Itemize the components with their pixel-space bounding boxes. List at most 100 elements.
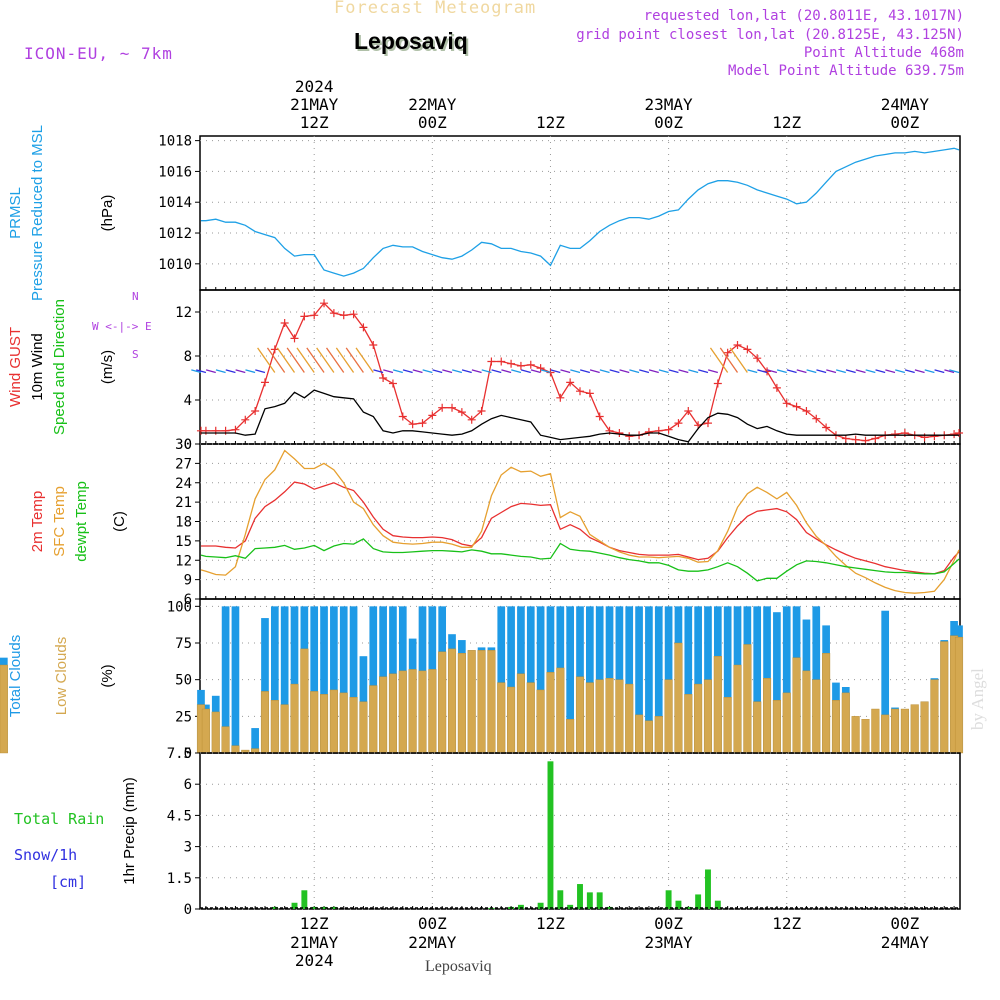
low-cloud-bar <box>280 704 289 754</box>
panel-title-wind: Speed and Direction <box>51 299 68 435</box>
total-cloud-bar <box>723 606 732 753</box>
wind-direction-arrow <box>599 369 610 374</box>
model-altitude: Model Point Altitude 639.75m <box>727 63 964 79</box>
time-label-top: 24MAY <box>881 95 930 114</box>
low-cloud-bar <box>300 648 309 754</box>
low-cloud-bar <box>369 685 378 754</box>
total-cloud-bar <box>881 610 890 753</box>
y-tick-label: 1018 <box>158 134 192 150</box>
wind-direction-arrow <box>619 369 630 374</box>
gust-marker <box>251 407 260 415</box>
total-cloud-bar <box>231 606 240 753</box>
wind-direction-arrow <box>412 369 423 374</box>
time-label-bottom: 00Z <box>418 914 447 933</box>
gust-marker <box>428 411 437 420</box>
rain-bar <box>586 892 593 909</box>
wind-direction-arrow <box>325 347 345 373</box>
wind-direction-arrow <box>845 369 856 374</box>
time-label-bottom: 12Z <box>536 914 565 933</box>
y-tick-label: 24 <box>175 476 192 492</box>
gust-marker <box>349 310 358 319</box>
rain-bar <box>695 894 702 909</box>
wind-direction-arrow <box>786 369 797 374</box>
time-label-top: 2024 <box>295 77 334 96</box>
low-cloud-bar <box>339 692 348 754</box>
gust-marker <box>379 374 388 382</box>
gust-marker <box>812 414 821 423</box>
wind-direction-arrow <box>276 347 296 373</box>
low-cloud-bar <box>930 679 939 754</box>
total-cloud-bar <box>782 606 791 753</box>
wind-direction-arrow <box>296 347 315 373</box>
total-cloud-bar <box>310 606 319 753</box>
total-cloud-bar <box>654 606 663 753</box>
model-label: ICON-EU, ~ 7km <box>24 44 173 63</box>
panel-title-temperature: 2m Temp <box>29 491 46 552</box>
compass-s: S <box>132 348 139 361</box>
panel-title-temperature: dewpt Temp <box>73 481 90 562</box>
total-cloud-bar <box>625 606 634 753</box>
gust-marker <box>388 379 397 388</box>
wind-direction-arrow <box>609 369 620 374</box>
wind-direction-arrow <box>629 369 640 374</box>
low-cloud-bar <box>556 667 565 754</box>
low-cloud-bar <box>841 692 850 754</box>
y-tick-label: 50 <box>175 673 192 689</box>
low-cloud-bar <box>201 708 210 754</box>
low-cloud-bar <box>457 653 466 754</box>
wind-direction-arrow <box>373 369 384 374</box>
gust-marker <box>507 359 516 368</box>
y-tick-label: 1.5 <box>167 871 192 887</box>
gust-marker <box>753 354 762 363</box>
wind-direction-arrow <box>205 369 216 374</box>
panel-ylabel-temperature: (C) <box>111 511 128 532</box>
gust-marker <box>950 430 959 439</box>
rain-bar <box>577 884 583 909</box>
low-cloud-bar <box>516 673 525 754</box>
total-cloud-bar <box>586 606 594 753</box>
wind-direction-arrow <box>729 347 748 373</box>
precip-ylabel: 1hr Precip (mm) <box>121 777 138 885</box>
low-cloud-bar <box>851 716 860 754</box>
wind-direction-arrow <box>688 369 699 374</box>
low-cloud-bar <box>507 686 516 754</box>
time-label-bottom: 00Z <box>890 914 919 933</box>
wind-direction-arrow <box>235 369 246 374</box>
low-cloud-bar <box>487 650 496 754</box>
low-cloud-bar <box>379 676 388 754</box>
point-altitude: Point Altitude 468m <box>803 45 964 61</box>
low-cloud-bar <box>270 700 279 754</box>
low-cloud-bar <box>782 692 791 754</box>
y-tick-label: 1010 <box>158 257 192 273</box>
low-cloud-bar <box>625 683 634 754</box>
wind-direction-arrow <box>639 369 650 374</box>
time-label-top: 23MAY <box>645 95 694 114</box>
low-cloud-bar <box>713 656 722 754</box>
low-cloud-bar <box>940 641 949 754</box>
wind-direction-arrow <box>286 347 305 373</box>
low-cloud-bar <box>822 653 831 754</box>
wind-direction-arrow <box>316 347 335 373</box>
total-cloud-bar <box>280 606 289 753</box>
low-cloud-bar <box>900 708 909 754</box>
time-label-bottom: 12Z <box>772 914 801 933</box>
gust-marker <box>329 309 338 318</box>
gust-marker <box>477 407 486 415</box>
requested-coords: requested lon,lat (20.8011E, 43.1017N) <box>643 8 964 24</box>
low-cloud-bar <box>526 682 535 754</box>
wind-direction-arrow <box>452 369 463 374</box>
low-cloud-bar <box>792 657 801 754</box>
low-cloud-bar <box>664 679 673 754</box>
rain-bar <box>665 890 672 909</box>
low-cloud-bar <box>211 711 220 754</box>
wind-direction-arrow <box>501 369 512 374</box>
wind-direction-arrow <box>345 347 364 373</box>
low-cloud-bar <box>615 679 624 754</box>
gust-marker <box>339 311 348 320</box>
series-line-sfc-temp <box>200 449 960 594</box>
rain-bar <box>321 906 327 909</box>
wind-direction-arrow <box>266 347 286 373</box>
time-label-top: 00Z <box>654 113 683 132</box>
rain-bar <box>517 904 524 909</box>
panel-title-pressure: PRMSL <box>7 187 24 239</box>
